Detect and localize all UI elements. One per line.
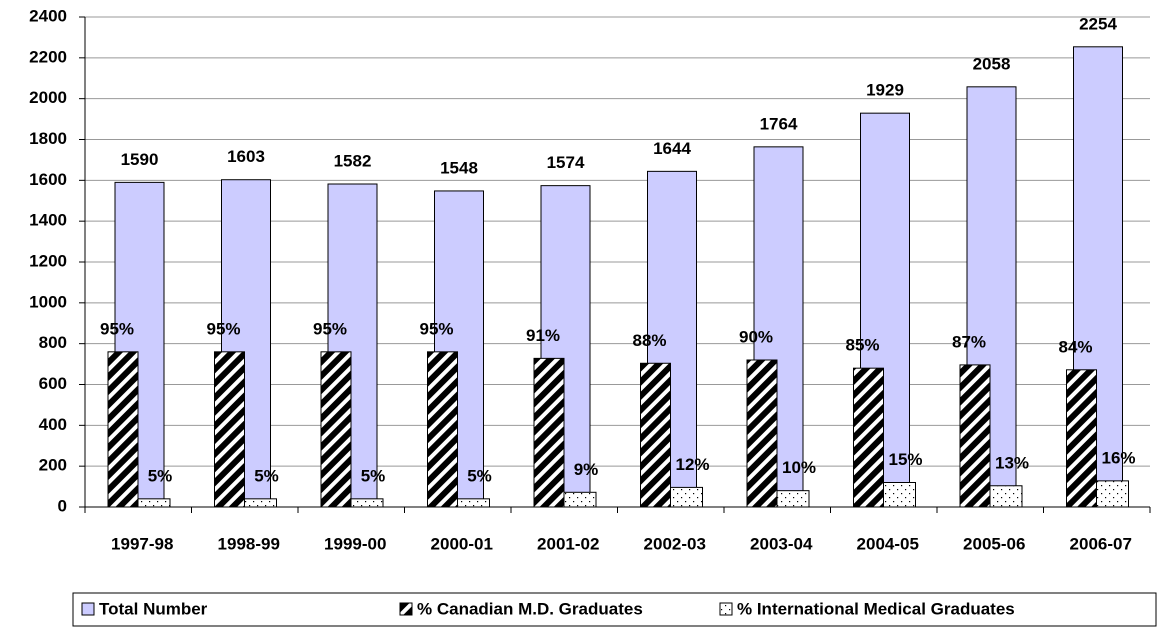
data-label: 5% bbox=[361, 466, 386, 485]
legend-swatch bbox=[399, 602, 413, 616]
bar bbox=[320, 351, 352, 508]
x-tick-label: 1998-99 bbox=[218, 534, 280, 553]
bar bbox=[959, 364, 991, 508]
data-label: 5% bbox=[148, 466, 173, 485]
y-tick-label: 400 bbox=[39, 415, 67, 434]
data-label: 1764 bbox=[760, 114, 798, 133]
y-tick-label: 1200 bbox=[29, 251, 67, 270]
x-tick-label: 2005-06 bbox=[963, 534, 1025, 553]
bar bbox=[244, 498, 277, 508]
data-label: 95% bbox=[206, 319, 240, 338]
legend-box bbox=[72, 592, 1157, 627]
data-label: 87% bbox=[952, 332, 986, 351]
bar bbox=[640, 362, 671, 508]
legend-swatch bbox=[719, 602, 733, 616]
y-tick-label: 2000 bbox=[29, 88, 67, 107]
data-label: 95% bbox=[419, 319, 453, 338]
data-label: 95% bbox=[100, 319, 134, 338]
legend-label: % Canadian M.D. Graduates bbox=[417, 599, 643, 618]
data-label: 1582 bbox=[334, 151, 372, 170]
y-tick-label: 1400 bbox=[29, 211, 67, 230]
bar bbox=[883, 482, 916, 508]
data-label: 2254 bbox=[1079, 14, 1117, 33]
data-label: 5% bbox=[254, 466, 279, 485]
data-label: 5% bbox=[467, 466, 492, 485]
legend-swatch bbox=[81, 602, 95, 616]
bar bbox=[746, 359, 778, 508]
y-tick-label: 0 bbox=[58, 496, 67, 515]
y-tick-label: 200 bbox=[39, 456, 67, 475]
data-label: 9% bbox=[574, 460, 599, 479]
data-label: 10% bbox=[782, 458, 816, 477]
data-label: 1603 bbox=[227, 147, 265, 166]
data-label: 1929 bbox=[866, 81, 904, 100]
data-label: 95% bbox=[313, 319, 347, 338]
bar bbox=[853, 367, 884, 508]
x-tick-label: 2003-04 bbox=[750, 534, 813, 553]
data-label: 12% bbox=[675, 455, 709, 474]
data-label: 1574 bbox=[547, 153, 585, 172]
x-tick-label: 2002-03 bbox=[644, 534, 706, 553]
y-tick-label: 1000 bbox=[29, 292, 67, 311]
x-tick-label: 2006-07 bbox=[1070, 534, 1132, 553]
data-label: 2058 bbox=[973, 54, 1011, 73]
bar bbox=[137, 498, 171, 508]
bar bbox=[350, 498, 384, 508]
x-tick-label: 2000-01 bbox=[431, 534, 493, 553]
bar bbox=[1066, 369, 1097, 508]
data-label: 84% bbox=[1058, 337, 1092, 356]
data-label: 91% bbox=[526, 326, 560, 345]
data-label: 1548 bbox=[440, 158, 478, 177]
y-tick-label: 600 bbox=[39, 374, 67, 393]
data-label: 1590 bbox=[121, 150, 159, 169]
y-tick-label: 800 bbox=[39, 333, 67, 352]
data-label: 16% bbox=[1101, 448, 1135, 467]
bar bbox=[670, 486, 703, 508]
data-label: 15% bbox=[888, 450, 922, 469]
bar bbox=[533, 357, 565, 508]
y-tick-label: 2200 bbox=[29, 47, 67, 66]
bar bbox=[457, 498, 490, 508]
data-label: 13% bbox=[995, 453, 1029, 472]
y-tick-label: 1800 bbox=[29, 129, 67, 148]
y-tick-label: 2400 bbox=[29, 6, 67, 25]
legend-label: % International Medical Graduates bbox=[737, 599, 1015, 618]
bar bbox=[1096, 480, 1129, 508]
data-label: 85% bbox=[845, 336, 879, 355]
x-tick-label: 2001-02 bbox=[537, 534, 599, 553]
bar bbox=[989, 485, 1023, 508]
bar bbox=[214, 351, 245, 508]
x-tick-label: 1997-98 bbox=[111, 534, 173, 553]
bar bbox=[427, 351, 458, 508]
legend-label: Total Number bbox=[99, 599, 208, 618]
data-label: 88% bbox=[632, 331, 666, 350]
bar bbox=[776, 490, 810, 508]
x-tick-label: 2004-05 bbox=[857, 534, 919, 553]
bar bbox=[563, 491, 597, 508]
data-label: 1644 bbox=[653, 139, 691, 158]
x-tick-label: 1999-00 bbox=[324, 534, 386, 553]
y-tick-label: 1600 bbox=[29, 170, 67, 189]
data-label: 90% bbox=[739, 327, 773, 346]
bar bbox=[107, 351, 139, 508]
